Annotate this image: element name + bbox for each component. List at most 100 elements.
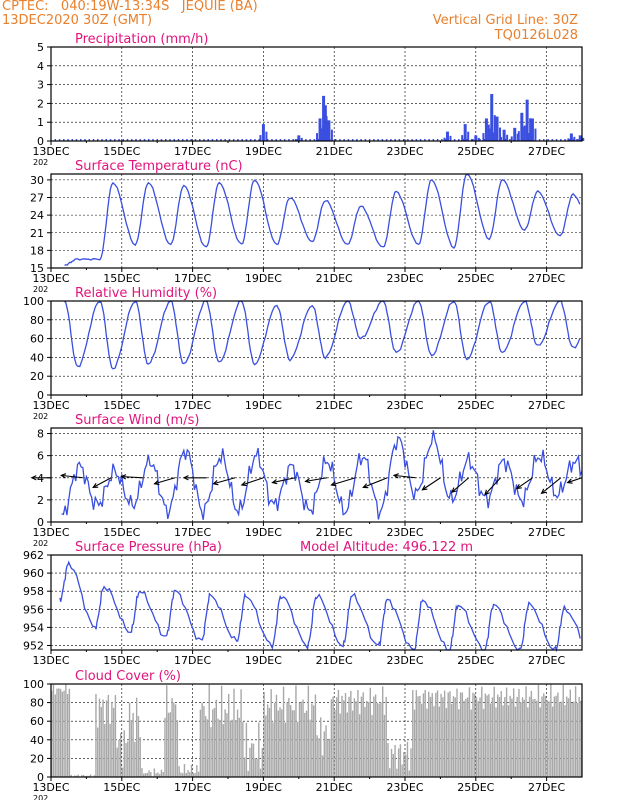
- cloud-bar: [541, 696, 543, 777]
- precip-bar: [322, 139, 324, 141]
- x-tick-label: 23DEC: [386, 526, 423, 539]
- y-tick-label: 60: [30, 333, 44, 346]
- model-code: TQ0126L028: [494, 28, 578, 43]
- x-tick-label: 27DEC: [528, 145, 565, 158]
- y-tick-label: 0: [37, 389, 44, 402]
- precip-bar: [330, 129, 333, 141]
- cloud-bar: [555, 695, 557, 777]
- x-tick-label: 23DEC: [386, 781, 423, 794]
- y-tick-label: 60: [30, 715, 44, 728]
- y-tick-label: 5: [37, 41, 44, 54]
- wind-arrow-head: [515, 483, 522, 490]
- cloud-bar: [474, 693, 476, 777]
- precip-bar: [377, 139, 379, 141]
- cloud-bar: [477, 701, 479, 777]
- cloud-bar: [449, 691, 451, 777]
- precip-bar: [198, 139, 201, 141]
- cloud-bar: [523, 699, 525, 777]
- x-tick-label: 25DEC: [457, 399, 494, 412]
- cloud-bar: [185, 772, 187, 777]
- precip-bar: [194, 139, 197, 141]
- cloud-bar: [428, 691, 430, 777]
- precip-bar: [479, 139, 481, 141]
- precip-bar: [67, 139, 69, 141]
- precip-bar: [572, 139, 575, 141]
- cloud-bar: [367, 702, 370, 777]
- cloud-bar: [63, 690, 65, 777]
- precip-bar: [461, 135, 464, 141]
- precip-bar: [500, 139, 503, 141]
- precip-bar: [513, 139, 515, 141]
- cloud-bar: [275, 694, 278, 777]
- cloud-bar: [89, 774, 92, 777]
- precip-bar: [462, 139, 464, 141]
- cloud-bar: [65, 684, 67, 777]
- precip-bar: [207, 139, 209, 141]
- cloud-bar: [314, 694, 317, 777]
- precip-bar: [534, 139, 537, 141]
- cloud-bar: [371, 715, 373, 777]
- precip-bar: [317, 139, 320, 141]
- cloud-bar: [528, 696, 531, 777]
- x-tick-label: 17DEC: [174, 526, 211, 539]
- cloud-bar: [196, 765, 198, 777]
- wind-arrow: [422, 477, 441, 491]
- cloud-bar: [493, 686, 495, 777]
- y-tick-label: 27: [30, 192, 44, 205]
- precip-bar: [487, 124, 490, 141]
- cloud-bar: [226, 713, 228, 777]
- series-line: [64, 173, 581, 266]
- cloud-bar: [295, 685, 297, 777]
- cloud-bar: [125, 743, 127, 777]
- series-line: [59, 560, 581, 653]
- precip-bar: [147, 139, 150, 141]
- cloud-bar: [312, 705, 315, 777]
- cloud-bar: [144, 773, 147, 777]
- cloud-bar: [376, 702, 379, 777]
- cloud-bar: [438, 706, 441, 777]
- wind-arrow: [541, 477, 562, 494]
- cloud-bar: [176, 720, 179, 777]
- cloud-bar: [435, 692, 437, 777]
- cloud-bar: [419, 695, 421, 777]
- precip-bar: [419, 139, 422, 141]
- precip-bar: [496, 139, 498, 141]
- cloud-bar: [146, 772, 148, 777]
- precip-bar: [493, 115, 496, 141]
- cloud-bar: [433, 706, 435, 777]
- cloud-bar: [387, 743, 389, 777]
- cloud-bar: [505, 687, 508, 777]
- cloud-bar: [192, 772, 194, 777]
- precip-bar: [360, 139, 362, 141]
- cloud-bar: [458, 709, 460, 777]
- x-tick-label: 21DEC: [316, 145, 353, 158]
- cloud-bar: [272, 722, 274, 777]
- cloud-bar: [160, 769, 163, 777]
- x-tick-label: 25DEC: [457, 526, 494, 539]
- wind-arrow-head: [271, 479, 278, 485]
- cloud-bar: [247, 770, 249, 777]
- precip-bar: [499, 127, 502, 141]
- cloud-bar: [153, 768, 156, 777]
- y-tick-label: 6: [37, 450, 44, 463]
- x-tick-label: 13DEC: [32, 781, 69, 794]
- precip-bar: [316, 133, 319, 141]
- precip-bar: [467, 131, 470, 141]
- cloud-bar: [576, 703, 579, 777]
- cloud-bar: [219, 719, 221, 777]
- precip-bar: [517, 131, 520, 141]
- cloud-bar: [452, 696, 455, 777]
- wind-arrow: [363, 477, 388, 488]
- precip-bar: [265, 131, 268, 141]
- precip-bar: [88, 139, 91, 141]
- cloud-bar: [420, 703, 423, 777]
- precip-bar: [506, 134, 509, 141]
- cloud-bar: [351, 710, 354, 777]
- y-tick-label: 0: [37, 771, 44, 784]
- cloud-bar: [321, 755, 324, 777]
- precip-bar: [520, 112, 524, 141]
- cloud-bar: [525, 686, 527, 777]
- precip-bar: [292, 139, 294, 141]
- cloud-bar: [399, 744, 402, 777]
- precip-bar: [351, 139, 354, 141]
